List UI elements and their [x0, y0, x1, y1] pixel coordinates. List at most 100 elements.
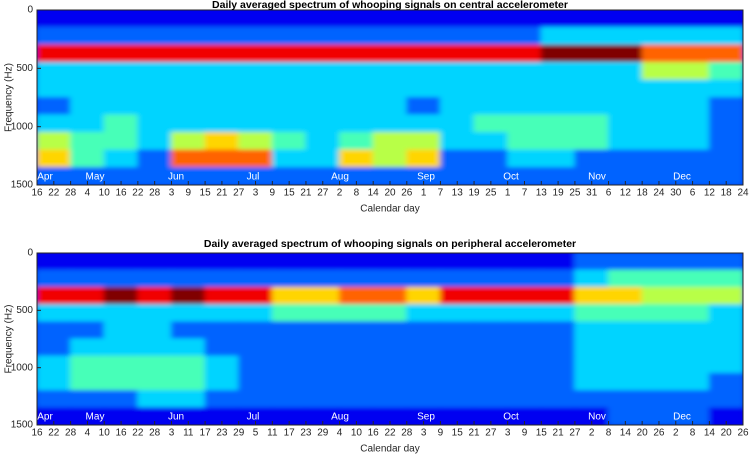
heatmap-cell — [70, 304, 105, 323]
heatmap-cell — [540, 132, 576, 151]
month-label: Jun — [168, 172, 184, 183]
heatmap-cell — [708, 10, 743, 28]
heatmap-cell — [339, 321, 374, 340]
x-axis-title: Calendar day — [360, 444, 419, 455]
heatmap-cell — [608, 149, 643, 168]
heatmap-cell — [70, 167, 105, 185]
heatmap-cell — [305, 355, 341, 374]
heatmap-cell — [675, 407, 710, 425]
heatmap-cell — [406, 286, 441, 306]
heatmap-cell — [372, 253, 408, 271]
heatmap-cell — [708, 27, 743, 46]
heatmap-cell — [608, 390, 643, 409]
heatmap-cell — [305, 321, 341, 340]
heatmap-cell — [574, 338, 610, 357]
heatmap-cell — [238, 27, 273, 46]
heatmap-cell — [137, 269, 172, 288]
heatmap-cell — [339, 338, 374, 357]
heatmap-cell — [238, 304, 273, 323]
heatmap-cell — [439, 407, 475, 425]
x-tick-label: 17 — [200, 428, 212, 439]
heatmap-cell — [238, 114, 273, 133]
heatmap-cell — [103, 286, 139, 306]
heatmap-cell — [170, 390, 206, 409]
x-tick-label: 14 — [620, 428, 632, 439]
heatmap-cell — [305, 253, 341, 271]
heatmap-cell — [339, 27, 374, 46]
x-tick-label: 21 — [553, 428, 565, 439]
heatmap-cell — [339, 304, 374, 323]
heatmap-cell — [37, 97, 72, 116]
heatmap-cell — [406, 321, 441, 340]
heatmap-cell — [37, 10, 72, 28]
heatmap-cell — [540, 338, 576, 357]
heatmap-cell — [507, 338, 542, 357]
heatmap-cell — [305, 132, 341, 151]
heatmap-cell — [305, 27, 341, 46]
month-label: Apr — [37, 172, 53, 183]
heatmap-cell — [70, 10, 105, 28]
heatmap-cell — [238, 390, 273, 409]
heatmap-cell — [137, 79, 172, 98]
heatmap-cell — [238, 253, 273, 271]
heatmap-cell — [103, 167, 139, 185]
heatmap-cell — [37, 44, 72, 63]
heatmap-cell — [204, 167, 240, 185]
heatmap-cell — [271, 167, 307, 185]
heatmap-cell — [305, 97, 341, 116]
heatmap-cells — [37, 253, 743, 425]
x-tick-label: 2 — [589, 428, 595, 439]
heatmap-cell — [473, 62, 509, 81]
x-tick-label: 28 — [65, 188, 77, 199]
heatmap-cell — [540, 372, 576, 392]
heatmap-cell — [574, 27, 610, 46]
month-label: Nov — [588, 412, 606, 423]
x-tick-label: 5 — [253, 428, 259, 439]
heatmap-cell — [70, 114, 105, 133]
heatmap-cell — [708, 62, 743, 81]
heatmap-cell — [608, 62, 643, 81]
heatmap-cell — [37, 286, 72, 306]
heatmap-cell — [708, 390, 743, 409]
heatmap-cell — [70, 253, 105, 271]
heatmap-cell — [641, 149, 677, 168]
heatmap-cell — [608, 167, 643, 185]
heatmap-cell — [170, 44, 206, 63]
heatmap-cell — [574, 407, 610, 425]
x-tick-label: 20 — [721, 428, 733, 439]
heatmap-cell — [708, 44, 743, 63]
x-tick-label: 4 — [337, 428, 343, 439]
heatmap-cell — [406, 132, 441, 151]
heatmap-cell — [204, 372, 240, 392]
heatmap-cell — [372, 338, 408, 357]
heatmap-cell — [238, 97, 273, 116]
heatmap-cell — [473, 286, 509, 306]
heatmap-cell — [372, 97, 408, 116]
heatmap-cell — [339, 97, 374, 116]
heatmap-cell — [473, 10, 509, 28]
heatmap-cell — [103, 355, 139, 374]
heatmap-cell — [170, 338, 206, 357]
heatmap-cell — [540, 97, 576, 116]
month-label: Oct — [503, 172, 519, 183]
heatmap-cell — [204, 97, 240, 116]
heatmap-cell — [238, 407, 273, 425]
heatmap-cell — [574, 132, 610, 151]
heatmap-cell — [70, 372, 105, 392]
heatmap-cell — [271, 390, 307, 409]
heatmap — [37, 253, 743, 425]
heatmap-cell — [473, 27, 509, 46]
y-tick-label: 0 — [27, 248, 33, 259]
heatmap-cell — [641, 390, 677, 409]
y-axis-title: Frequency (Hz) — [4, 63, 15, 132]
x-tick-label: 17 — [284, 428, 296, 439]
heatmap-cell — [170, 407, 206, 425]
x-tick-label: 16 — [368, 428, 380, 439]
heatmap-cell — [305, 114, 341, 133]
heatmap-cell — [507, 253, 542, 271]
heatmap-cell — [608, 269, 643, 288]
month-label: Sep — [417, 172, 435, 183]
heatmap-cell — [170, 27, 206, 46]
x-tick-label: 18 — [721, 188, 733, 199]
heatmap-cell — [439, 269, 475, 288]
